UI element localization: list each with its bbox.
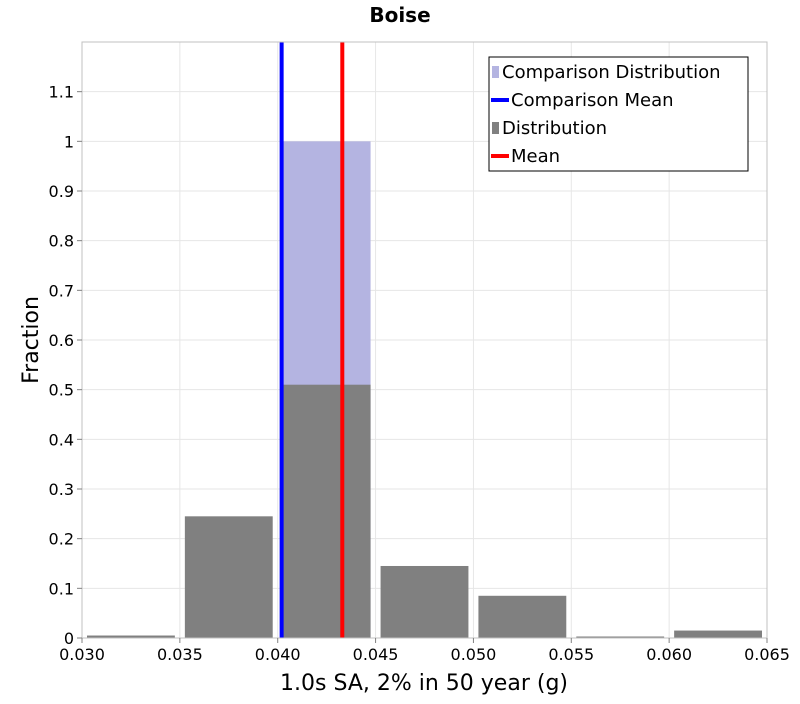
- x-tick-label: 0.065: [744, 645, 790, 664]
- y-tick-label: 0.4: [49, 430, 74, 449]
- legend-swatch: [492, 122, 499, 134]
- chart-title: Boise: [369, 3, 430, 27]
- y-tick-label: 0.8: [49, 232, 74, 251]
- mean-lines-layer: [279, 42, 345, 638]
- distribution-bar: [282, 384, 371, 638]
- axes-layer: 0.030 0.035 0.040 0.045 0.050 0.055 0.060 0.065…: [49, 41, 790, 664]
- x-axis-label: 1.0s SA, 2% in 50 year (g): [280, 671, 568, 696]
- y-tick-label: 0.3: [49, 480, 74, 499]
- x-tick-label: 0.035: [157, 645, 203, 664]
- y-tick-label: 0.7: [49, 281, 74, 300]
- legend-swatch: [492, 66, 499, 78]
- distribution-bar: [478, 595, 567, 638]
- x-tick-label: 0.050: [451, 645, 497, 664]
- x-tick-label: 0.030: [59, 645, 105, 664]
- y-tick-label: 0.1: [49, 579, 74, 598]
- y-tick-label: 1: [64, 132, 74, 151]
- bars-layer: [87, 141, 762, 639]
- legend-label: Distribution: [502, 118, 607, 139]
- y-tick-label: 0.9: [49, 182, 74, 201]
- y-tick-label: 0.6: [49, 331, 74, 350]
- y-tick-label: 0.2: [49, 530, 74, 549]
- x-tick-label: 0.055: [548, 645, 594, 664]
- legend-label: Comparison Distribution: [502, 62, 721, 83]
- y-tick-label: 1.1: [49, 83, 74, 102]
- y-axis-label: Fraction: [19, 296, 44, 384]
- distribution-bar: [674, 630, 762, 638]
- distribution-bar: [576, 636, 665, 638]
- legend: Comparison Distribution Comparison Mean Di…: [488, 56, 749, 172]
- distribution-bar: [380, 565, 469, 638]
- x-tick-label: 0.060: [646, 645, 692, 664]
- legend-box: [488, 56, 749, 172]
- y-tick-label: 0.5: [49, 381, 74, 400]
- legend-label: Mean: [511, 146, 560, 167]
- y-tick-label: 0: [64, 629, 74, 648]
- x-tick-label: 0.045: [353, 645, 399, 664]
- distribution-bar: [184, 516, 273, 638]
- x-tick-label: 0.040: [255, 645, 301, 664]
- distribution-bar: [87, 635, 175, 638]
- legend-label: Comparison Mean: [511, 90, 674, 111]
